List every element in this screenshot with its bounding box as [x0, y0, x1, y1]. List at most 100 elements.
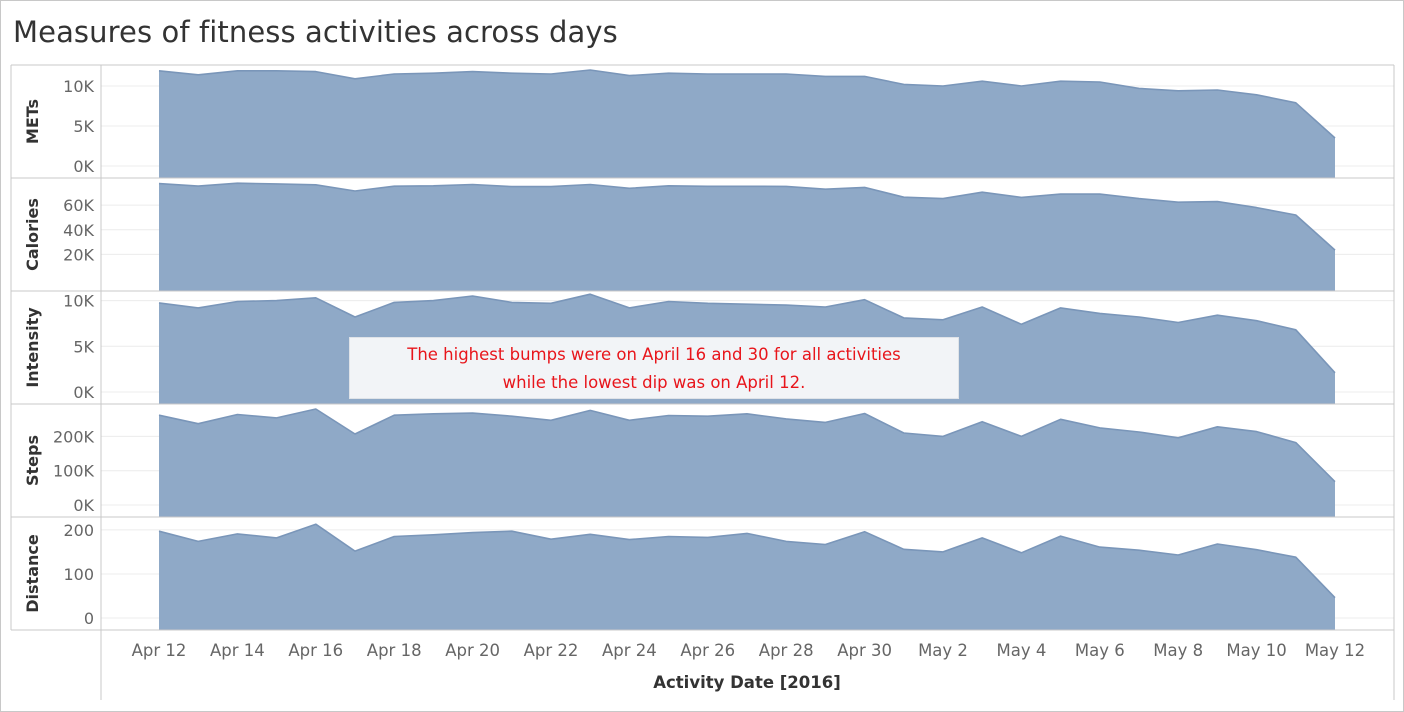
data-point — [1138, 431, 1140, 433]
data-point — [236, 300, 238, 302]
data-point — [315, 408, 317, 410]
data-point — [707, 185, 709, 187]
y-tick-label: 0K — [73, 157, 94, 176]
data-point — [1334, 137, 1336, 139]
data-point — [863, 186, 865, 188]
data-point — [903, 196, 905, 198]
data-point — [471, 295, 473, 297]
data-point — [824, 306, 826, 308]
data-point — [315, 523, 317, 525]
data-point — [1255, 320, 1257, 322]
data-point — [1295, 556, 1297, 558]
data-point — [393, 301, 395, 303]
x-tick-label: Apr 14 — [210, 641, 265, 660]
y-tick-label: 100K — [53, 462, 95, 481]
panel-steps: 0K 100K 200K Steps — [11, 408, 1394, 518]
y-tick-label: 200K — [53, 427, 95, 446]
x-tick-label: Apr 18 — [367, 641, 422, 660]
y-tick-label: 200 — [63, 521, 94, 540]
data-point — [1334, 372, 1336, 374]
data-point — [432, 413, 434, 415]
y-tick-label: 10K — [63, 292, 94, 311]
data-point — [432, 534, 434, 536]
data-point — [1059, 418, 1061, 420]
data-point — [354, 433, 356, 435]
data-point — [197, 185, 199, 187]
data-point — [785, 185, 787, 187]
y-tick-label: 0K — [73, 383, 94, 402]
y-tick-label: 40K — [63, 221, 94, 240]
data-point — [1295, 102, 1297, 104]
data-point — [903, 83, 905, 85]
area-fill — [159, 524, 1335, 630]
data-point — [1020, 552, 1022, 554]
data-point — [981, 191, 983, 193]
data-point — [707, 536, 709, 538]
panel-distance: 0 100 200 Distance — [11, 521, 1394, 631]
data-point — [432, 72, 434, 74]
data-point — [1099, 546, 1101, 548]
series-line — [158, 408, 1336, 483]
data-point — [432, 299, 434, 301]
data-point — [589, 69, 591, 71]
data-point — [707, 73, 709, 75]
area-fill — [159, 70, 1335, 178]
data-point — [354, 316, 356, 318]
data-point — [903, 432, 905, 434]
data-point — [275, 537, 277, 539]
data-point — [158, 182, 160, 184]
data-point — [197, 307, 199, 309]
data-point — [1255, 549, 1257, 551]
x-tick-label: May 10 — [1226, 641, 1286, 660]
data-point — [667, 72, 669, 74]
data-point — [236, 70, 238, 72]
data-point — [1099, 193, 1101, 195]
data-point — [511, 530, 513, 532]
data-point — [785, 540, 787, 542]
y-tick-label: 60K — [63, 196, 94, 215]
data-point — [1059, 535, 1061, 537]
data-point — [863, 299, 865, 301]
data-point — [1138, 549, 1140, 551]
series-line — [158, 523, 1336, 599]
data-point — [1177, 437, 1179, 439]
data-point — [511, 415, 513, 417]
y-tick-label: 20K — [63, 245, 94, 264]
data-point — [746, 532, 748, 534]
data-point — [746, 73, 748, 75]
data-point — [1020, 323, 1022, 325]
data-point — [942, 319, 944, 321]
data-point — [903, 317, 905, 319]
data-point — [275, 417, 277, 419]
data-point — [197, 74, 199, 76]
x-tick-label: Apr 30 — [837, 641, 892, 660]
data-point — [942, 551, 944, 553]
y-axis-label: Calories — [23, 198, 42, 271]
data-point — [471, 412, 473, 414]
data-point — [1099, 427, 1101, 429]
series-line — [158, 293, 1336, 374]
panel-mets: 0K 5K 10K METs — [11, 69, 1394, 179]
annotation-line-1: The highest bumps were on April 16 and 3… — [407, 345, 901, 364]
data-point — [1255, 430, 1257, 432]
data-point — [785, 304, 787, 306]
data-point — [824, 188, 826, 190]
data-point — [589, 293, 591, 295]
area-fill — [159, 409, 1335, 517]
data-point — [1059, 193, 1061, 195]
data-point — [158, 530, 160, 532]
data-point — [1020, 85, 1022, 87]
data-point — [550, 419, 552, 421]
data-point — [942, 435, 944, 437]
data-point — [354, 190, 356, 192]
data-point — [1295, 214, 1297, 216]
data-point — [197, 540, 199, 542]
x-tick-label: Apr 12 — [132, 641, 187, 660]
y-tick-label: 10K — [63, 77, 94, 96]
data-point — [393, 414, 395, 416]
data-point — [746, 303, 748, 305]
data-point — [1020, 435, 1022, 437]
data-point — [1138, 197, 1140, 199]
data-point — [824, 543, 826, 545]
y-tick-label: 0 — [84, 609, 94, 628]
